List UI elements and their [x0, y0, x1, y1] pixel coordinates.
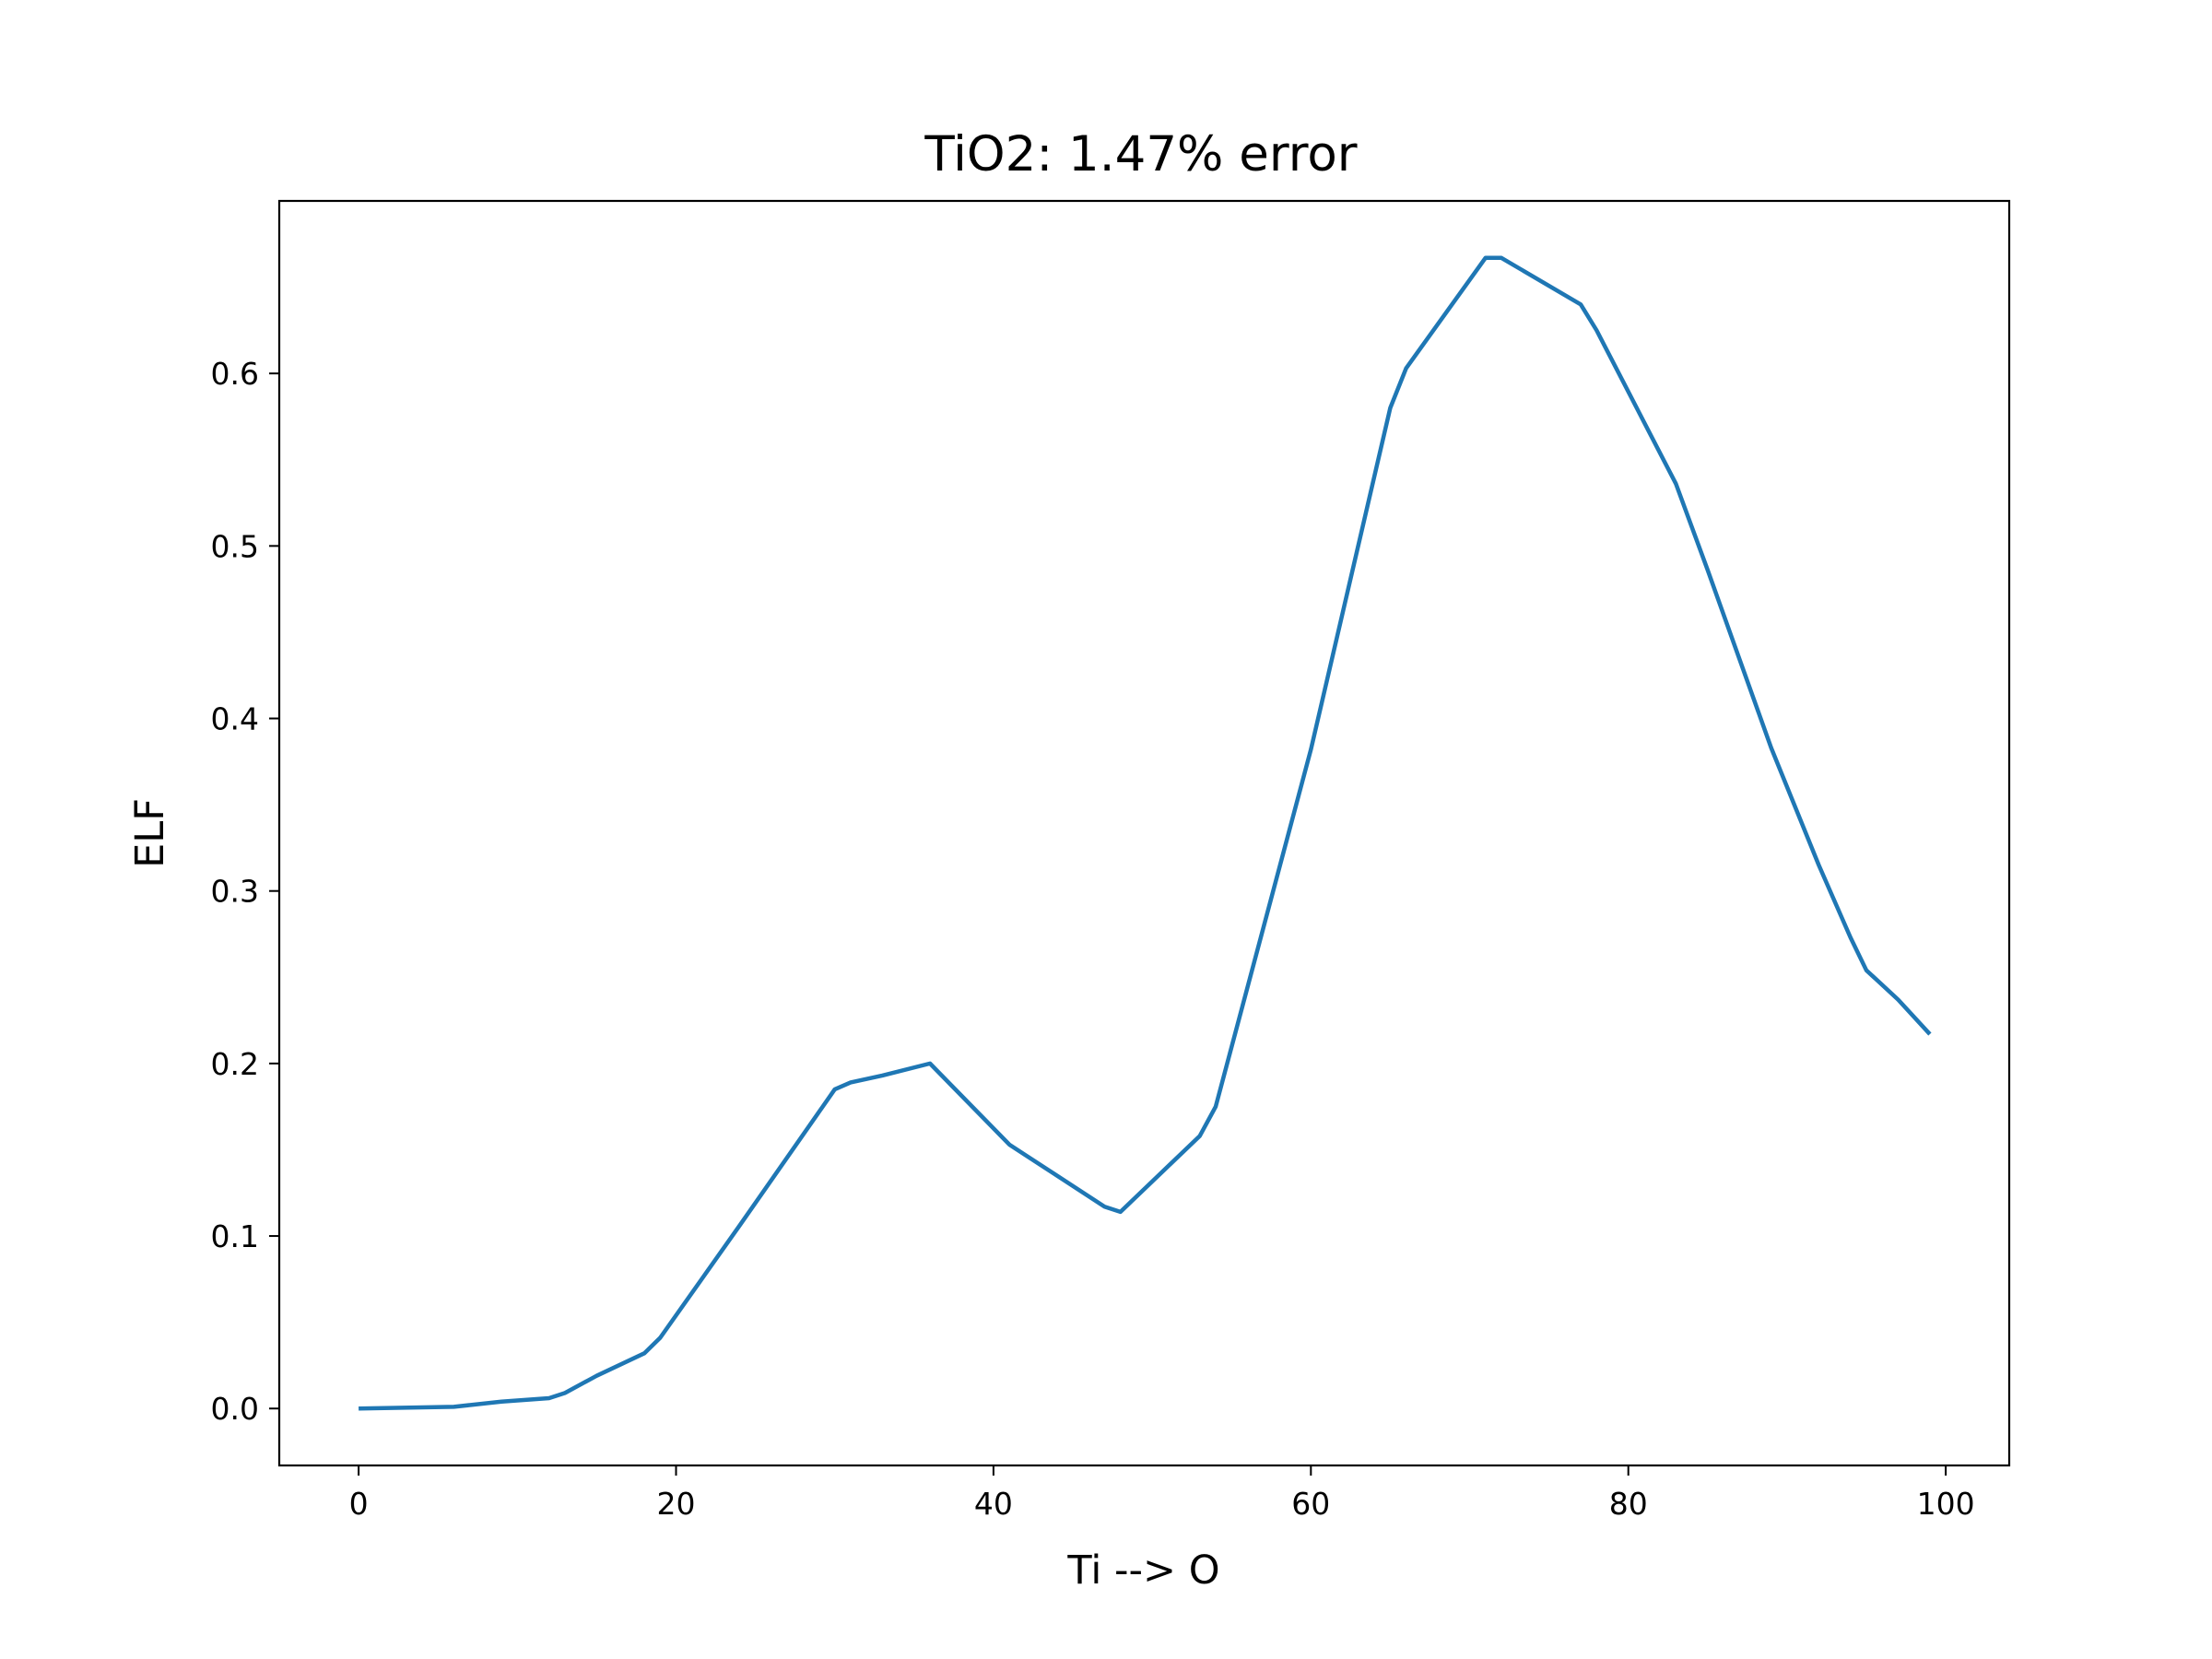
y-tick-label: 0.2: [211, 1046, 259, 1082]
y-tick-label: 0.3: [211, 874, 259, 910]
x-tick-label: 0: [349, 1486, 369, 1522]
y-tick-label: 0.5: [211, 528, 259, 564]
y-axis-label: ELF: [127, 798, 173, 868]
y-tick-label: 0.0: [211, 1391, 259, 1427]
x-tick-label: 80: [1609, 1486, 1648, 1522]
x-tick-label: 20: [657, 1486, 696, 1522]
x-tick-label: 60: [1291, 1486, 1330, 1522]
x-tick-label: 40: [974, 1486, 1013, 1522]
elf-series-line: [359, 255, 1932, 1411]
x-tick-label: 100: [1917, 1486, 1975, 1522]
x-axis: 0 20 40 60 80 100: [349, 1465, 1975, 1522]
y-axis: 0.0 0.1 0.2 0.3 0.4 0.5 0.6: [211, 356, 279, 1427]
y-tick-label: 0.4: [211, 701, 259, 737]
y-tick-label: 0.6: [211, 356, 259, 392]
chart-title: TiO2: 1.47% error: [924, 126, 1357, 182]
y-tick-label: 0.1: [211, 1218, 259, 1254]
x-axis-label: Ti --> O: [1066, 1547, 1219, 1594]
axes-frame: [277, 199, 2011, 1467]
plot-area: [359, 255, 1932, 1411]
